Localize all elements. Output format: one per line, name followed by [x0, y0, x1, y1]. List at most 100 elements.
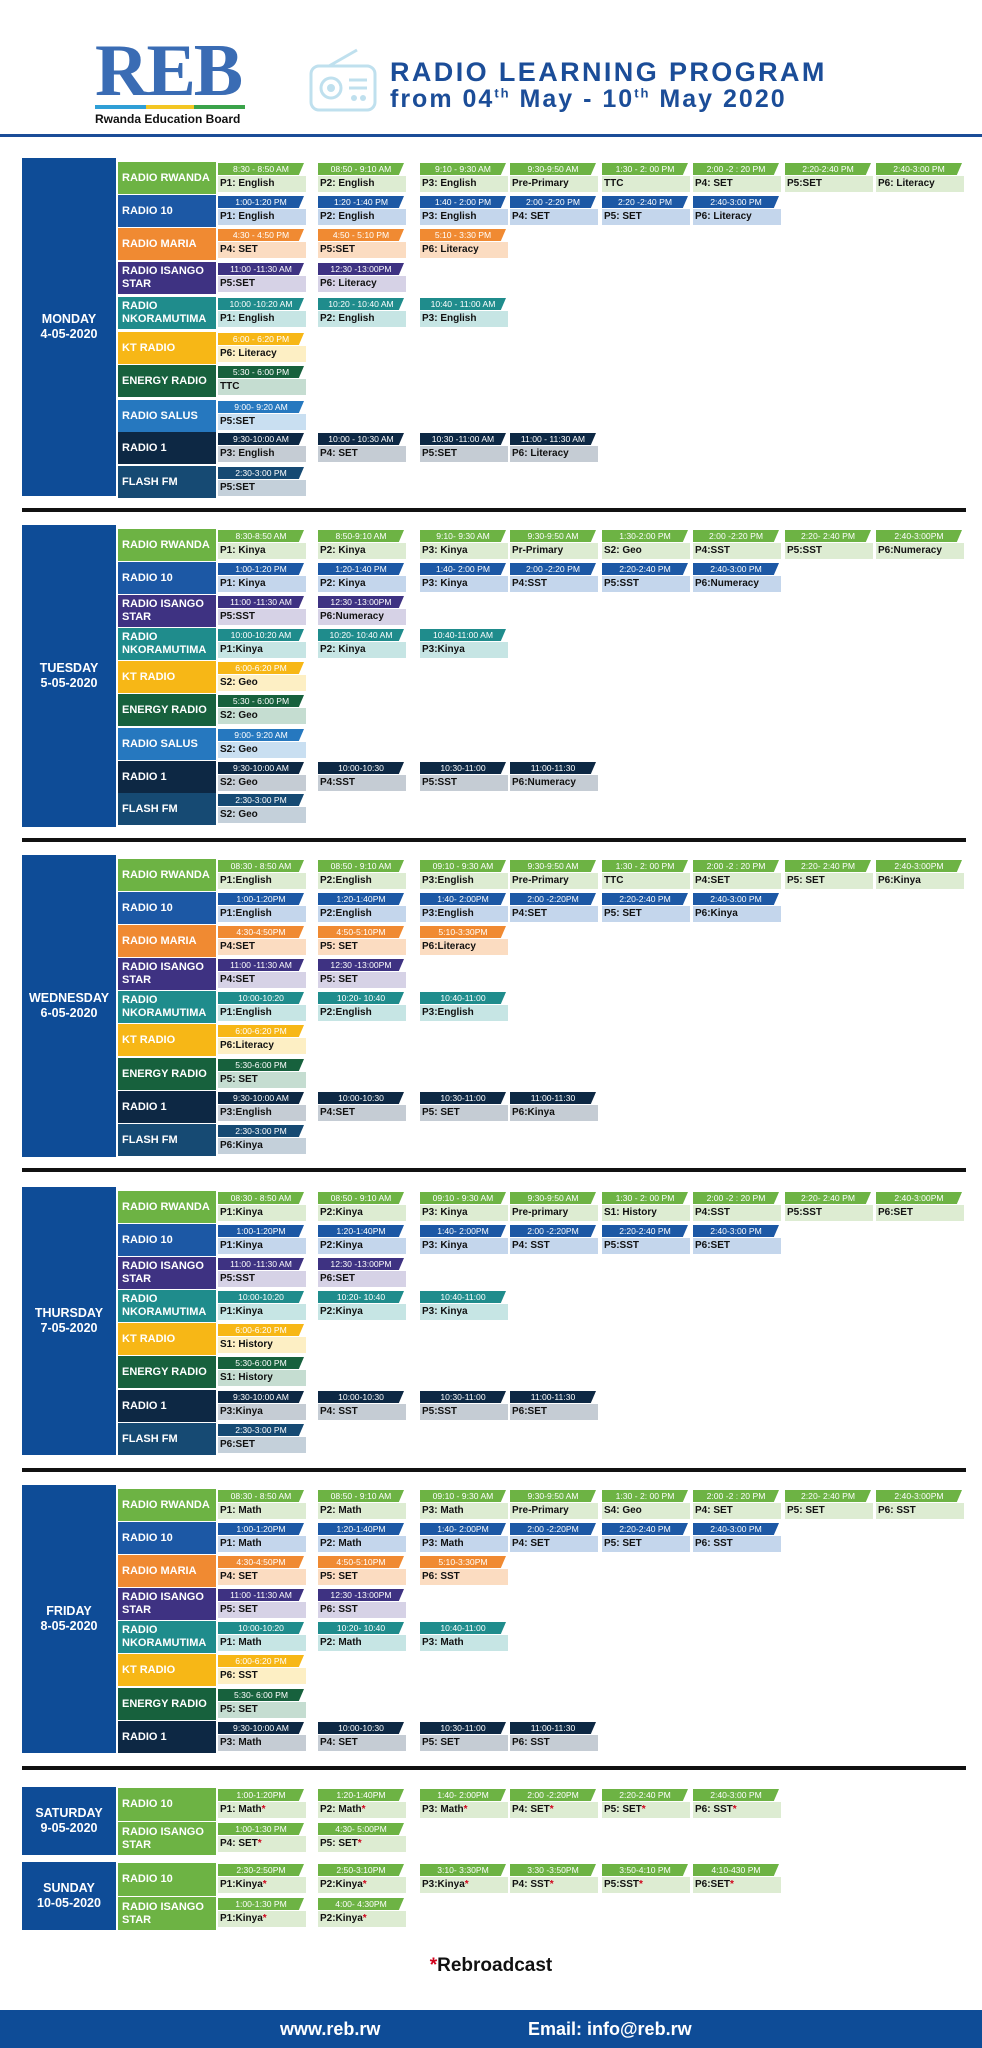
station-radio-nkoramutima: RADIO NKORAMUTIMA: [118, 628, 216, 660]
slot-subject: S4: Geo: [602, 1503, 690, 1519]
program-slot: 2:40-3:00 PM P6: Literacy: [693, 196, 781, 226]
slot-subject: P6:Numeracy: [510, 775, 598, 791]
slot-time: 1:20-1:40PM: [318, 1225, 404, 1237]
slot-subject: P2:Kinya*: [318, 1877, 406, 1893]
slot-subject: P6: SST*: [693, 1802, 781, 1818]
program-slot: 10:40 - 11:00 AM P3: English: [420, 298, 508, 328]
station-radio-isango-star: RADIO ISANGO STAR: [118, 1588, 216, 1620]
slot-subject: P1: Math: [218, 1536, 306, 1552]
day-box-wednesday: WEDNESDAY 6-05-2020: [22, 855, 116, 1157]
slot-subject: P6: Literacy: [218, 346, 306, 362]
slot-time: 2:40-3:00 PM: [693, 563, 779, 575]
slot-time: 2:00 -2:20PM: [510, 893, 596, 905]
radio-icon: [309, 48, 377, 112]
slot-subject: P5: SET: [602, 906, 690, 922]
day-separator: [22, 508, 966, 512]
station-energy-radio: ENERGY RADIO: [118, 365, 216, 397]
slot-time: 2:20-2:40 PM: [602, 1523, 688, 1535]
slot-time: 1:30 - 2: 00 PM: [602, 860, 688, 872]
slot-time: 10:30-11:00: [420, 1722, 506, 1734]
slot-subject: S2: Geo: [218, 742, 306, 758]
slot-subject: P6: Literacy: [876, 176, 964, 192]
program-slot: 10:20- 10:40 AM P2: Kinya: [318, 629, 406, 659]
program-slot: 1:40- 2:00PM P3: Kinya: [420, 1225, 508, 1255]
program-slot: 9:30-10:00 AM S2: Geo: [218, 762, 306, 792]
program-slot: 2:30-3:00 PM P6:Kinya: [218, 1125, 306, 1155]
slot-time: 10:20- 10:40 AM: [318, 629, 404, 641]
slot-time: 1:30 - 2: 00 PM: [602, 1192, 688, 1204]
slot-subject: P1: Math: [218, 1635, 306, 1651]
program-slot: 6:00-6:20 PM P6: SST: [218, 1655, 306, 1685]
slot-subject: P5: SET: [420, 1105, 508, 1121]
slot-time: 3:30 -3:50PM: [510, 1864, 596, 1876]
slot-subject: P3: Kinya: [420, 1238, 508, 1254]
program-slot: 2:40-3:00PM P6:Kinya: [876, 860, 964, 890]
program-slot: 2:20- 2:40 PM P5:SST: [785, 530, 873, 560]
station-energy-radio: ENERGY RADIO: [118, 694, 216, 726]
program-slot: 10:40-11:00 P3: Kinya: [420, 1291, 508, 1321]
program-slot: 2:40-3:00 PM P6: SST: [693, 1523, 781, 1553]
station-radio-maria: RADIO MARIA: [118, 925, 216, 957]
slot-subject: Pre-Primary: [510, 176, 598, 192]
slot-subject: P3: Math: [420, 1536, 508, 1552]
program-slot: 4:00- 4:30PM P2:Kinya*: [318, 1898, 406, 1928]
slot-time: 1:30-2:00 PM: [602, 530, 688, 542]
slot-subject: P2: Math: [318, 1503, 406, 1519]
slot-subject: P5:SET: [218, 414, 306, 430]
website-link[interactable]: www.reb.rw: [280, 2019, 381, 2039]
slot-time: 2:00 -2:20 PM: [510, 563, 596, 575]
station-radio-1: RADIO 1: [118, 1390, 216, 1422]
program-slot: 4:30-4:50PM P4: SET: [218, 1556, 306, 1586]
program-slot: 10:00 - 10:30 AM P4: SET: [318, 433, 406, 463]
slot-subject: P2:Kinya: [318, 1205, 406, 1221]
station-flash-fm: FLASH FM: [118, 793, 216, 825]
slot-subject: S2: Geo: [218, 775, 306, 791]
slot-time: 1:00-1:20 PM: [218, 196, 304, 208]
rebroadcast-star: *: [362, 1913, 367, 1924]
slot-time: 9:30-9:50 AM: [510, 1490, 596, 1502]
slot-time: 12:30 -13:00PM: [318, 596, 404, 608]
day-date: 9-05-2020: [40, 1821, 98, 1835]
station-energy-radio: ENERGY RADIO: [118, 1688, 216, 1720]
program-slot: 1:30-2:00 PM S2: Geo: [602, 530, 690, 560]
header: REB Rwanda Education Board RADIO LEARNIN…: [0, 0, 982, 138]
slot-time: 2:00 -2 : 20 PM: [693, 1192, 779, 1204]
email-link[interactable]: Email: info@reb.rw: [528, 2019, 692, 2039]
program-slot: 10:00-10:30 P4: SET: [318, 1722, 406, 1752]
slot-subject: Pre-primary: [510, 1205, 598, 1221]
slot-time: 9:30-10:00 AM: [218, 1391, 304, 1403]
slot-time: 3:10- 3:30PM: [420, 1864, 506, 1876]
slot-time: 5:30 - 6:00 PM: [218, 695, 304, 707]
slot-time: 1:00-1:20PM: [218, 1523, 304, 1535]
slot-time: 9:30-9:50 AM: [510, 860, 596, 872]
slot-subject: P5:SST*: [602, 1877, 690, 1893]
program-slot: 11:00 -11:30 AM P5:SET: [218, 263, 306, 293]
station-radio-10: RADIO 10: [118, 892, 216, 924]
slot-subject: P4:SST: [693, 1205, 781, 1221]
program-slot: 5:10 - 3:30 PM P6: Literacy: [420, 229, 508, 259]
day-box-friday: FRIDAY 8-05-2020: [22, 1485, 116, 1753]
station-kt-radio: KT RADIO: [118, 332, 216, 364]
slot-time: 3:50-4:10 PM: [602, 1864, 688, 1876]
slot-time: 4:30-4:50PM: [218, 1556, 304, 1568]
slot-subject: P4: SST*: [510, 1877, 598, 1893]
slot-subject: P3:English: [420, 906, 508, 922]
rebroadcast-note: *Rebroadcast: [429, 1955, 553, 1976]
day-name: SUNDAY: [43, 1881, 95, 1895]
station-radio-10: RADIO 10: [118, 1522, 216, 1554]
slot-time: 2:00 -2 : 20 PM: [693, 163, 779, 175]
program-slot: 5:30 - 6:00 PM S2: Geo: [218, 695, 306, 725]
station-energy-radio: ENERGY RADIO: [118, 1058, 216, 1090]
station-radio-rwanda: RADIO RWANDA: [118, 859, 216, 891]
slot-time: 1:00-1:20 PM: [218, 563, 304, 575]
slot-time: 2:20-2:40 PM: [602, 1789, 688, 1801]
program-slot: 2:40-3:00PM P6:Numeracy: [876, 530, 964, 560]
program-slot: 08:50 - 9:10 AM P2:Kinya: [318, 1192, 406, 1222]
station-radio-10: RADIO 10: [118, 1224, 216, 1256]
slot-subject: P2:English: [318, 873, 406, 889]
slot-subject: P1:Kinya: [218, 1205, 306, 1221]
rebroadcast-star: *: [549, 1804, 554, 1815]
day-separator: [22, 1468, 966, 1472]
slot-time: 10:00-10:20: [218, 1622, 304, 1634]
slot-time: 9:00- 9:20 AM: [218, 401, 304, 413]
